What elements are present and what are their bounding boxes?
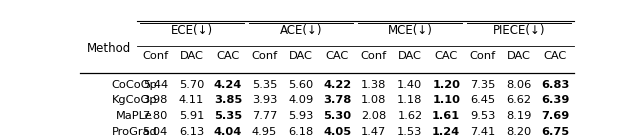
Text: 5.93: 5.93 (288, 111, 314, 121)
Text: 1.38: 1.38 (361, 80, 386, 90)
Text: 6.62: 6.62 (506, 95, 531, 105)
Text: DAC: DAC (507, 51, 531, 61)
Text: 1.24: 1.24 (432, 127, 460, 137)
Text: 5.30: 5.30 (323, 111, 351, 121)
Text: 3.78: 3.78 (323, 95, 351, 105)
Text: MCE(↓): MCE(↓) (387, 24, 432, 37)
Text: ECE(↓): ECE(↓) (170, 24, 212, 37)
Text: 9.53: 9.53 (470, 111, 495, 121)
Text: 1.62: 1.62 (397, 111, 422, 121)
Text: KgCoOp: KgCoOp (112, 95, 157, 105)
Text: 5.44: 5.44 (143, 80, 168, 90)
Text: 3.93: 3.93 (252, 95, 277, 105)
Text: DAC: DAC (180, 51, 204, 61)
Text: 6.18: 6.18 (288, 127, 314, 137)
Text: 5.35: 5.35 (214, 111, 242, 121)
Text: 5.70: 5.70 (179, 80, 204, 90)
Text: ProGrad: ProGrad (112, 127, 157, 137)
Text: 6.83: 6.83 (541, 80, 570, 90)
Text: CAC: CAC (326, 51, 349, 61)
Text: 4.04: 4.04 (214, 127, 242, 137)
Text: 1.08: 1.08 (361, 95, 386, 105)
Text: 3.85: 3.85 (214, 95, 242, 105)
Text: Conf: Conf (142, 51, 168, 61)
Text: 1.18: 1.18 (397, 95, 422, 105)
Text: 6.39: 6.39 (541, 95, 570, 105)
Text: 5.35: 5.35 (252, 80, 277, 90)
Text: Conf: Conf (252, 51, 278, 61)
Text: 7.77: 7.77 (252, 111, 277, 121)
Text: 2.08: 2.08 (361, 111, 386, 121)
Text: 1.10: 1.10 (432, 95, 460, 105)
Text: 3.98: 3.98 (143, 95, 168, 105)
Text: 1.47: 1.47 (361, 127, 386, 137)
Text: 1.61: 1.61 (432, 111, 460, 121)
Text: 5.91: 5.91 (179, 111, 204, 121)
Text: Method: Method (86, 42, 131, 55)
Text: 6.75: 6.75 (541, 127, 570, 137)
Text: MaPLe: MaPLe (116, 111, 153, 121)
Text: 1.20: 1.20 (432, 80, 460, 90)
Text: 1.40: 1.40 (397, 80, 422, 90)
Text: CoCoOp: CoCoOp (111, 80, 157, 90)
Text: 4.11: 4.11 (179, 95, 204, 105)
Text: 5.60: 5.60 (288, 80, 314, 90)
Text: 7.69: 7.69 (541, 111, 570, 121)
Text: 7.80: 7.80 (143, 111, 168, 121)
Text: 4.09: 4.09 (288, 95, 314, 105)
Text: CAC: CAC (216, 51, 239, 61)
Text: CAC: CAC (435, 51, 458, 61)
Text: Conf: Conf (470, 51, 496, 61)
Text: 8.20: 8.20 (506, 127, 532, 137)
Text: 4.95: 4.95 (252, 127, 277, 137)
Text: CAC: CAC (544, 51, 567, 61)
Text: 4.05: 4.05 (323, 127, 351, 137)
Text: 6.13: 6.13 (179, 127, 204, 137)
Text: DAC: DAC (398, 51, 422, 61)
Text: 1.53: 1.53 (397, 127, 422, 137)
Text: 8.19: 8.19 (506, 111, 532, 121)
Text: ACE(↓): ACE(↓) (280, 24, 322, 37)
Text: 6.45: 6.45 (470, 95, 495, 105)
Text: 4.22: 4.22 (323, 80, 351, 90)
Text: 8.06: 8.06 (506, 80, 532, 90)
Text: DAC: DAC (289, 51, 313, 61)
Text: 5.04: 5.04 (143, 127, 168, 137)
Text: 7.35: 7.35 (470, 80, 495, 90)
Text: 4.24: 4.24 (214, 80, 242, 90)
Text: PIECE(↓): PIECE(↓) (493, 24, 545, 37)
Text: 7.41: 7.41 (470, 127, 495, 137)
Text: Conf: Conf (360, 51, 387, 61)
